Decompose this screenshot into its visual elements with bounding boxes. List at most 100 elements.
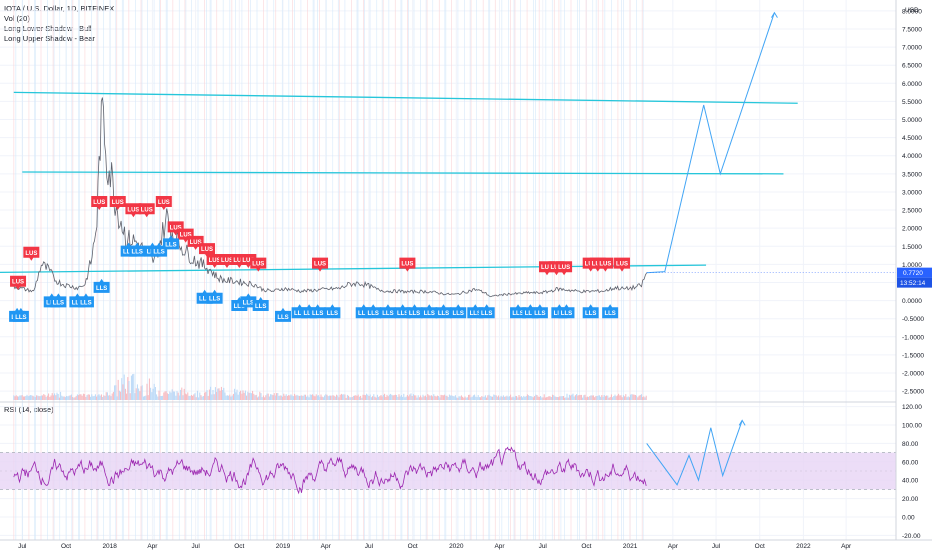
bear-signal-box	[597, 257, 614, 272]
time-axis-label: Oct	[408, 543, 418, 550]
bull-signal-box	[206, 289, 223, 304]
bull-signal-box	[510, 304, 527, 319]
last-price-text: 0.7720	[903, 270, 923, 277]
bull-signal-text: LLS	[312, 311, 323, 317]
price-axis-label: -1.5000	[902, 352, 924, 359]
bull-signal: LLS	[435, 304, 452, 319]
bull-signal-box	[252, 296, 269, 311]
price-axis-label: 7.0000	[902, 45, 922, 52]
bear-signal-text: LUS	[93, 200, 105, 206]
bear-signal: LUS	[109, 196, 126, 211]
bull-signal-text: LLS	[368, 311, 379, 317]
bull-signal: LLS	[478, 304, 495, 319]
time-axis-label: Apr	[321, 543, 332, 550]
last-price-tag	[897, 267, 932, 278]
bear-signal: LUS	[23, 246, 40, 261]
price-axis-label: -0.5000	[902, 316, 924, 323]
bear-signal-text: LUS	[233, 258, 245, 264]
bull-signal-text: LLS	[96, 286, 107, 292]
bear-signal-box	[23, 246, 40, 261]
price-axis-label: 4.5000	[902, 135, 922, 142]
bull-signal-box	[478, 304, 495, 319]
time-axis-label: Oct	[234, 543, 244, 550]
bull-signal: LLS	[274, 307, 291, 322]
bear-signal-box	[556, 261, 573, 276]
currency-label: USD	[905, 7, 919, 14]
price-axis-label: 7.5000	[902, 26, 922, 33]
bear-signal-box	[218, 254, 235, 268]
price-axis-label: 5.0000	[902, 117, 922, 124]
level-line	[22, 171, 784, 175]
time-axis-label: 2022	[796, 543, 811, 550]
bear-signal-box	[312, 257, 329, 272]
bear-signal-text: LUS	[558, 265, 570, 271]
price-axis-label: 3.0000	[902, 189, 922, 196]
bull-signal: LLS	[510, 304, 527, 319]
bear-signal: LUS	[155, 196, 172, 211]
rsi-axis-label: 40.00	[902, 478, 919, 485]
bull-signal-box	[93, 278, 110, 293]
bear-signal-text: LUS	[221, 258, 233, 264]
bull-signal-text: LLS	[604, 311, 615, 317]
bull-signal-box	[12, 307, 29, 322]
rsi-axis-label: 60.00	[902, 459, 919, 466]
bear-signal-text: LUS	[616, 262, 628, 268]
bull-signal-box	[77, 293, 94, 308]
bear-signal-box	[138, 203, 155, 218]
rsi-axis-label: 120.00	[902, 404, 922, 411]
bull-signal: LLS	[450, 304, 467, 319]
rsi-projection-arrow	[738, 419, 746, 426]
bull-signal-text: LLS	[277, 315, 288, 321]
price-axis-label: 5.5000	[902, 99, 922, 106]
bear-signal-text: LUS	[541, 265, 553, 271]
bull-signal-box	[406, 304, 423, 319]
bear-signal-text: LUS	[25, 251, 37, 257]
bull-signal-text: LLS	[53, 300, 64, 306]
time-axis-label: 2019	[276, 543, 291, 550]
symbol-title: IOTA / U.S. Dollar, 1D, BITFINEX	[4, 4, 115, 13]
bull-signal: LLS	[531, 304, 548, 319]
bear-signal: LUS	[556, 261, 573, 276]
bull-signal-box	[421, 304, 438, 319]
bear-signal-text: LUS	[180, 233, 192, 239]
time-axis-label: Oct	[581, 543, 591, 550]
bear-signal: LUS	[597, 257, 614, 272]
rsi-line	[13, 446, 647, 495]
bear-signal-text: LUS	[599, 262, 611, 268]
price-axis-label: 2.5000	[902, 208, 922, 215]
time-axis-label: 2020	[449, 543, 464, 550]
price-axis-label: 8.0000	[902, 8, 922, 15]
bear-indicator-legend: Long Upper Shadow - Bear	[4, 34, 95, 43]
bull-signal-box	[582, 304, 599, 319]
bull-signal-text: LLS	[303, 311, 314, 317]
projection-arrow-head	[771, 11, 778, 18]
price-axis-label: -1.0000	[902, 334, 924, 341]
bear-signal: LUS	[125, 203, 142, 218]
bear-signal-text: LUS	[242, 258, 254, 264]
time-axis-label: Apr	[147, 543, 158, 550]
bull-signal-text: LLS	[153, 250, 164, 256]
bull-signal-text: LLS	[358, 311, 369, 317]
bear-signal: LUS	[138, 203, 155, 218]
bull-signal-box	[450, 304, 467, 319]
bull-signal: LLS	[206, 289, 223, 304]
bull-signal-text: LLS	[397, 311, 408, 317]
time-axis-label: Apr	[494, 543, 505, 550]
bear-signal: LUS	[399, 257, 416, 272]
time-axis-label: Jul	[365, 543, 374, 550]
bull-signal-text: LLS	[424, 311, 435, 317]
price-projection-path	[646, 12, 775, 274]
bear-signal-box	[155, 196, 172, 211]
price-axis-label: 6.5000	[902, 63, 922, 70]
bull-signal: LLS	[50, 293, 67, 308]
bear-signal-box	[614, 257, 631, 272]
rsi-axis-label: -20.00	[902, 533, 921, 540]
bull-signal-box	[602, 304, 619, 319]
time-axis-label: Jul	[712, 543, 721, 550]
bear-signal-text: LUS	[141, 207, 153, 213]
bear-signal-text: LUS	[314, 262, 326, 268]
price-axis-label: 0.0000	[902, 298, 922, 305]
bull-signal-text: LLS	[123, 250, 134, 256]
bull-signal: LLS	[93, 278, 110, 293]
